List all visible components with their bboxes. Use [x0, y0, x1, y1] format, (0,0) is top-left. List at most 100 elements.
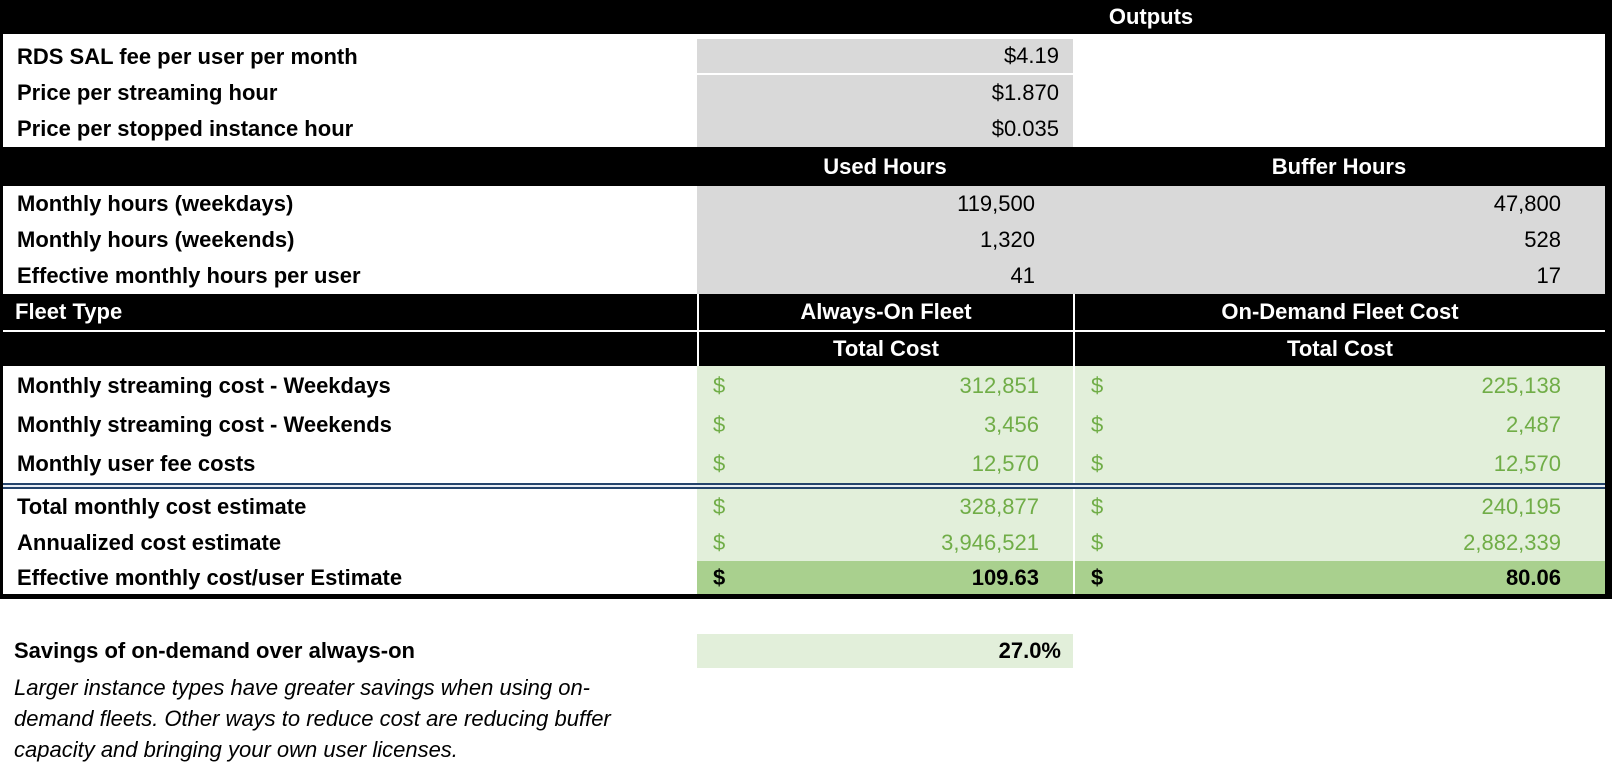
table-row: RDS SAL fee per user per month $4.19 [3, 39, 1605, 75]
table-row: Monthly streaming cost - Weekdays $312,8… [3, 366, 1605, 405]
used-hours-cell[interactable]: 41 [697, 258, 1073, 294]
column-gap [1073, 39, 1075, 75]
pricing-value-cell[interactable]: $1.870 [697, 75, 1073, 111]
column-gap [1073, 75, 1075, 111]
hours-header-row: Used Hours Buffer Hours [3, 147, 1605, 186]
column-separator [1073, 525, 1075, 561]
column-separator [1073, 489, 1075, 525]
always-on-effective-cell[interactable]: $109.63 [697, 561, 1073, 594]
currency-symbol: $ [1091, 372, 1104, 398]
currency-symbol: $ [1091, 411, 1104, 437]
column-separator [1073, 366, 1075, 405]
cost-amount: 12,570 [1493, 450, 1561, 476]
total-amount: 240,195 [1481, 494, 1561, 519]
outputs-header-row: Outputs [3, 0, 1605, 34]
buffer-hours-header: Buffer Hours [1271, 153, 1407, 179]
table-row: Monthly hours (weekends) 1,320 528 [3, 222, 1605, 258]
note-line: Larger instance types have greater savin… [14, 675, 591, 700]
always-on-total-cell[interactable]: $3,946,521 [697, 525, 1073, 561]
currency-symbol: $ [713, 564, 726, 590]
always-on-total-cost-header: Total Cost [833, 336, 939, 361]
column-gap [1073, 186, 1075, 222]
on-demand-total-cell[interactable]: $2,882,339 [1075, 525, 1605, 561]
table-row: Annualized cost estimate $3,946,521 $2,8… [3, 525, 1605, 561]
on-demand-cost-cell[interactable]: $2,487 [1075, 405, 1605, 444]
fleet-header-row: Fleet Type Always-On Fleet On-Demand Fle… [3, 294, 1605, 330]
pricing-value-cell[interactable]: $4.19 [697, 39, 1073, 75]
column-gap [1073, 258, 1075, 294]
column-separator [1073, 444, 1075, 483]
table-bottom-border [3, 594, 1605, 599]
always-on-fleet-header: Always-On Fleet [800, 299, 972, 324]
currency-symbol: $ [1091, 494, 1104, 519]
row-separator [3, 330, 1605, 332]
cost-amount: 12,570 [971, 450, 1039, 476]
column-gap [1073, 111, 1075, 147]
hours-row-label: Monthly hours (weekdays) [3, 186, 697, 222]
cost-amount: 2,487 [1505, 411, 1561, 437]
currency-symbol: $ [713, 450, 726, 476]
outputs-header-cell: Outputs [1108, 4, 1194, 29]
currency-symbol: $ [1091, 450, 1104, 476]
column-gap [1073, 222, 1075, 258]
pricing-value-cell[interactable]: $0.035 [697, 111, 1073, 147]
used-hours-cell[interactable]: 1,320 [697, 222, 1073, 258]
total-amount: 2,882,339 [1463, 530, 1561, 555]
always-on-cost-cell[interactable]: $12,570 [697, 444, 1073, 483]
used-hours-header: Used Hours [823, 153, 947, 179]
cost-amount: 225,138 [1481, 372, 1561, 398]
currency-symbol: $ [713, 411, 726, 437]
currency-symbol: $ [1091, 564, 1104, 590]
on-demand-effective-cell[interactable]: $80.06 [1075, 561, 1605, 594]
table-row: Price per stopped instance hour $0.035 [3, 111, 1605, 147]
total-amount: 3,946,521 [941, 530, 1039, 555]
on-demand-fleet-header: On-Demand Fleet Cost [1221, 299, 1459, 324]
fleet-type-header: Fleet Type [15, 299, 123, 324]
on-demand-total-cell[interactable]: $240,195 [1075, 489, 1605, 525]
column-separator [1073, 332, 1075, 366]
cost-row-label: Monthly user fee costs [3, 444, 697, 483]
savings-label: Savings of on-demand over always-on [14, 638, 415, 663]
column-separator [697, 294, 699, 330]
hours-header-spacer [3, 147, 697, 186]
hours-row-label: Monthly hours (weekends) [3, 222, 697, 258]
pricing-row-label: Price per stopped instance hour [3, 111, 697, 147]
cost-row-label: Monthly streaming cost - Weekends [3, 405, 697, 444]
column-separator [697, 332, 699, 366]
currency-symbol: $ [1091, 530, 1104, 555]
pricing-row-label: RDS SAL fee per user per month [3, 39, 697, 75]
effective-amount: 80.06 [1505, 564, 1561, 590]
currency-symbol: $ [713, 372, 726, 398]
buffer-hours-cell[interactable]: 528 [1075, 222, 1605, 258]
fleet-subheader-row: Total Cost Total Cost [3, 332, 1605, 366]
fleet-subheader-spacer [3, 332, 697, 366]
on-demand-cost-cell[interactable]: $12,570 [1075, 444, 1605, 483]
table-row: Price per streaming hour $1.870 [3, 75, 1605, 111]
column-separator [1073, 294, 1075, 330]
always-on-cost-cell[interactable]: $3,456 [697, 405, 1073, 444]
savings-note: Larger instance types have greater savin… [14, 672, 1612, 765]
on-demand-cost-cell[interactable]: $225,138 [1075, 366, 1605, 405]
always-on-cost-cell[interactable]: $312,851 [697, 366, 1073, 405]
always-on-total-cell[interactable]: $328,877 [697, 489, 1073, 525]
total-amount: 328,877 [959, 494, 1039, 519]
effective-cost-row: Effective monthly cost/user Estimate $10… [3, 561, 1605, 594]
empty-cell[interactable] [1075, 75, 1605, 111]
empty-cell[interactable] [1075, 111, 1605, 147]
empty-cell[interactable] [1075, 39, 1605, 75]
header-gap [3, 34, 1605, 39]
total-double-border [3, 483, 1605, 489]
used-hours-cell[interactable]: 119,500 [697, 186, 1073, 222]
buffer-hours-cell[interactable]: 47,800 [1075, 186, 1605, 222]
note-line: demand fleets. Other ways to reduce cost… [14, 706, 611, 731]
buffer-hours-cell[interactable]: 17 [1075, 258, 1605, 294]
total-row-label: Total monthly cost estimate [3, 489, 697, 525]
cost-amount: 3,456 [983, 411, 1039, 437]
table-row: Monthly user fee costs $12,570 $12,570 [3, 444, 1605, 483]
savings-row: Savings of on-demand over always-on 27.0… [0, 634, 1612, 668]
effective-cost-label: Effective monthly cost/user Estimate [3, 561, 697, 594]
column-separator [1073, 561, 1075, 594]
table-row: Monthly streaming cost - Weekends $3,456… [3, 405, 1605, 444]
savings-percentage-cell[interactable]: 27.0% [697, 634, 1073, 668]
